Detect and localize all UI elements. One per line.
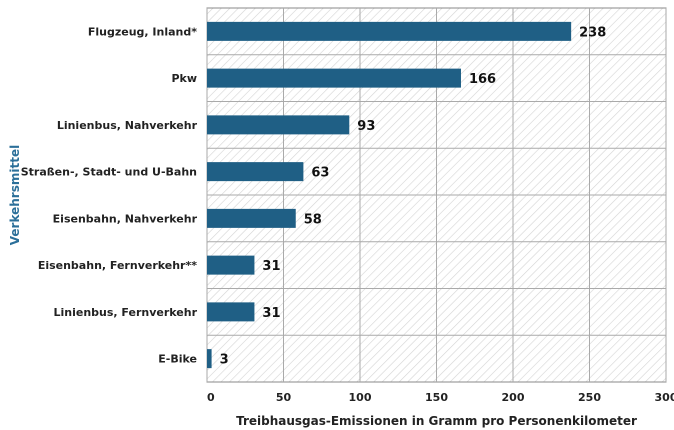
bar bbox=[207, 349, 212, 369]
bar bbox=[207, 208, 296, 228]
y-axis-title: Verkehrsmittel bbox=[8, 145, 22, 245]
category-label: Flugzeug, Inland* bbox=[88, 25, 197, 38]
category-label: Linienbus, Fernverkehr bbox=[53, 306, 197, 319]
value-label: 58 bbox=[304, 212, 322, 227]
value-label: 31 bbox=[262, 306, 280, 321]
x-tick-label: 300 bbox=[655, 391, 674, 404]
bar bbox=[207, 162, 304, 182]
x-tick-label: 0 bbox=[207, 391, 215, 404]
value-label: 3 bbox=[220, 353, 229, 368]
category-label: Linienbus, Nahverkehr bbox=[57, 119, 198, 132]
x-tick-label: 200 bbox=[502, 391, 525, 404]
x-tick-label: 150 bbox=[425, 391, 448, 404]
bar bbox=[207, 68, 461, 88]
x-tick-label: 250 bbox=[578, 391, 601, 404]
bars bbox=[207, 21, 572, 369]
category-label: Eisenbahn, Nahverkehr bbox=[53, 212, 198, 225]
x-axis-title: Treibhausgas-Emissionen in Gramm pro Per… bbox=[236, 414, 637, 428]
category-label: Straßen-, Stadt- und U-Bahn bbox=[21, 166, 197, 179]
x-tick-labels: 0 50 100 150 200 250 300 bbox=[207, 391, 674, 404]
category-label: Eisenbahn, Fernverkehr** bbox=[38, 259, 197, 272]
category-label: Pkw bbox=[171, 72, 197, 85]
x-tick-label: 100 bbox=[349, 391, 372, 404]
value-label: 166 bbox=[469, 72, 496, 87]
category-label: E-Bike bbox=[158, 353, 197, 366]
bar bbox=[207, 302, 255, 322]
value-label: 238 bbox=[579, 25, 606, 40]
bar bbox=[207, 255, 255, 275]
x-tick-label: 50 bbox=[276, 391, 292, 404]
category-labels: Flugzeug, Inland* Pkw Linienbus, Nahverkeh… bbox=[21, 25, 198, 365]
bar bbox=[207, 115, 350, 135]
value-label: 63 bbox=[311, 166, 329, 181]
value-labels: 238 166 93 63 58 31 31 3 bbox=[220, 25, 607, 367]
bar bbox=[207, 21, 572, 41]
value-label: 31 bbox=[262, 259, 280, 274]
value-label: 93 bbox=[357, 119, 375, 134]
